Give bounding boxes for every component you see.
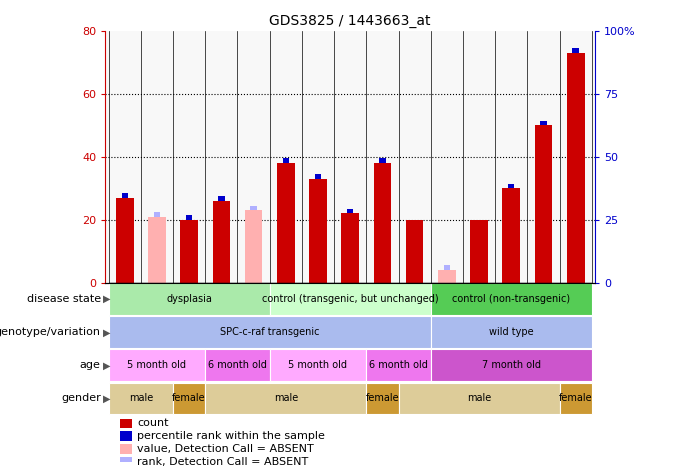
Text: ▶: ▶ [103, 360, 111, 370]
Text: female: female [559, 393, 592, 403]
Text: ▶: ▶ [103, 294, 111, 304]
Bar [540, 120, 547, 125]
Bar [205, 349, 270, 381]
Text: wild type: wild type [489, 327, 534, 337]
Text: male: male [273, 393, 298, 403]
Text: count: count [137, 419, 169, 428]
Bar [315, 174, 321, 179]
Bar [270, 283, 430, 315]
Text: age: age [80, 360, 101, 370]
Text: ▶: ▶ [103, 393, 111, 403]
Bar [443, 265, 450, 270]
Text: female: female [172, 393, 206, 403]
Text: genotype/variation: genotype/variation [0, 327, 101, 337]
Bar [148, 217, 166, 283]
Bar [109, 349, 205, 381]
Bar [245, 210, 262, 283]
Bar [367, 383, 398, 414]
Bar [186, 215, 192, 220]
Text: 6 month old: 6 month old [369, 360, 428, 370]
Bar [283, 158, 289, 163]
Text: 7 month old: 7 month old [481, 360, 541, 370]
Bar [154, 212, 160, 217]
Text: disease state: disease state [27, 294, 101, 304]
Bar [205, 383, 367, 414]
Bar [120, 431, 133, 441]
Bar [347, 209, 354, 213]
Text: rank, Detection Call = ABSENT: rank, Detection Call = ABSENT [137, 456, 309, 467]
Bar [367, 349, 430, 381]
Bar [309, 179, 327, 283]
Text: control (transgenic, but unchanged): control (transgenic, but unchanged) [262, 294, 439, 304]
Bar [470, 220, 488, 283]
Bar [379, 158, 386, 163]
Bar [116, 198, 133, 283]
Text: ▶: ▶ [103, 327, 111, 337]
Bar [430, 349, 592, 381]
Bar [438, 270, 456, 283]
Bar [218, 196, 224, 201]
Bar [212, 201, 231, 283]
Text: male: male [129, 393, 153, 403]
Bar [120, 457, 133, 466]
Bar [534, 125, 552, 283]
Bar [430, 283, 592, 315]
Text: 6 month old: 6 month old [208, 360, 267, 370]
Text: 5 month old: 5 month old [288, 360, 347, 370]
Bar [430, 317, 592, 348]
Bar [503, 188, 520, 283]
Bar [406, 220, 424, 283]
Bar [180, 220, 198, 283]
Title: GDS3825 / 1443663_at: GDS3825 / 1443663_at [269, 14, 431, 28]
Bar [573, 48, 579, 53]
Bar [250, 206, 257, 210]
Text: percentile rank within the sample: percentile rank within the sample [137, 431, 325, 441]
Text: value, Detection Call = ABSENT: value, Detection Call = ABSENT [137, 444, 314, 454]
Bar [341, 213, 359, 283]
Bar [567, 53, 585, 283]
Bar [109, 283, 270, 315]
Text: gender: gender [61, 393, 101, 403]
Bar [109, 383, 173, 414]
Bar [120, 444, 133, 454]
Bar [560, 383, 592, 414]
Text: dysplasia: dysplasia [166, 294, 212, 304]
Bar [109, 317, 430, 348]
Bar [398, 383, 560, 414]
Bar [270, 349, 367, 381]
Bar [173, 383, 205, 414]
Bar [122, 193, 128, 198]
Text: male: male [467, 393, 491, 403]
Bar [508, 183, 515, 188]
Text: 5 month old: 5 month old [127, 360, 186, 370]
Bar [373, 163, 391, 283]
Bar [277, 163, 294, 283]
Bar [120, 419, 133, 428]
Text: SPC-c-raf transgenic: SPC-c-raf transgenic [220, 327, 320, 337]
Text: control (non-transgenic): control (non-transgenic) [452, 294, 571, 304]
Text: female: female [366, 393, 399, 403]
